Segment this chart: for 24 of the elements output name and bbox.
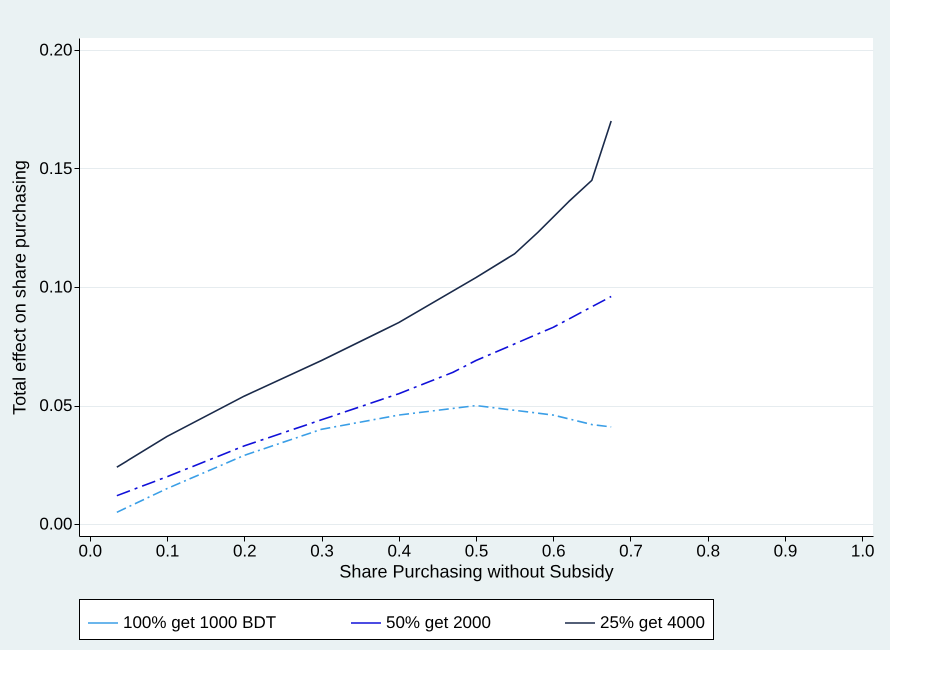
x-tick-label: 0.5: [464, 542, 488, 560]
x-tick-label: 0.8: [696, 542, 720, 560]
legend-label: 50% get 2000: [386, 613, 491, 632]
line-series: [116, 296, 612, 496]
y-tick-label: 0.20: [39, 40, 72, 60]
legend-label: 25% get 4000: [600, 613, 705, 632]
x-tick-label: 0.7: [619, 542, 643, 560]
x-axis-title: Share Purchasing without Subsidy: [339, 562, 614, 582]
line-series: [116, 404, 612, 514]
x-tick-label: 0.0: [78, 542, 102, 560]
y-tick-label: 0.00: [39, 514, 72, 534]
x-tick-label: 0.2: [232, 542, 257, 560]
x-tick-label: 1.0: [850, 542, 875, 560]
line-series: [116, 120, 612, 468]
x-tick-label: 0.3: [310, 542, 334, 560]
legend-label: 100% get 1000 BDT: [123, 613, 276, 632]
y-tick-label: 0.15: [39, 158, 72, 178]
y-axis-title: Total effect on share purchasing: [9, 160, 30, 415]
y-tick-label: 0.10: [39, 278, 72, 296]
x-tick-label: 0.1: [156, 542, 180, 560]
x-tick-label: 0.4: [387, 542, 412, 560]
x-tick-label: 0.6: [542, 542, 566, 560]
y-tick-label: 0.05: [39, 396, 72, 416]
x-tick-label: 0.9: [774, 542, 798, 560]
